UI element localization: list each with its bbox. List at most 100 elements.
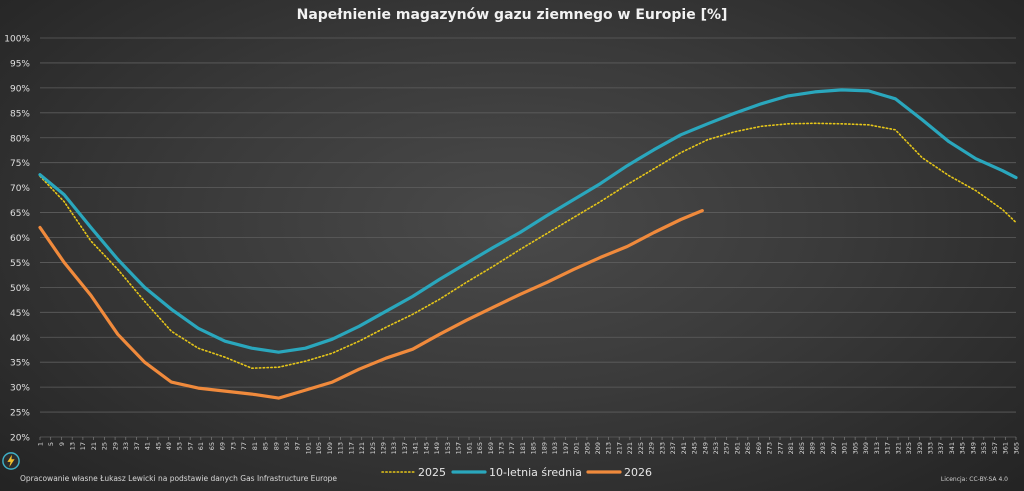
y-tick-label: 55% bbox=[10, 259, 30, 269]
x-tick-label: 117 bbox=[347, 442, 355, 454]
y-tick-label: 25% bbox=[10, 409, 30, 419]
x-tick-label: 345 bbox=[959, 442, 967, 454]
x-tick-label: 237 bbox=[669, 442, 677, 454]
x-tick-label: 337 bbox=[937, 442, 945, 454]
x-tick-label: 313 bbox=[873, 442, 881, 454]
source-note: Opracowanie własne Łukasz Lewicki na pod… bbox=[20, 474, 338, 483]
x-tick-label: 305 bbox=[851, 442, 859, 454]
y-tick-label: 35% bbox=[10, 359, 30, 369]
x-tick-label: 289 bbox=[809, 442, 817, 454]
x-tick-label: 265 bbox=[744, 442, 752, 454]
series-line-3 bbox=[38, 209, 704, 400]
x-tick-label: 277 bbox=[776, 442, 784, 454]
x-tick-label: 113 bbox=[337, 442, 345, 454]
x-tick-label: 209 bbox=[594, 442, 602, 454]
x-tick-label: 217 bbox=[615, 442, 623, 454]
x-tick-label: 341 bbox=[948, 442, 956, 454]
x-tick-label: 17 bbox=[79, 442, 87, 450]
y-tick-label: 70% bbox=[10, 184, 30, 194]
x-tick-label: 365 bbox=[1012, 442, 1020, 454]
x-tick-label: 297 bbox=[830, 442, 838, 454]
series-lines bbox=[38, 88, 1018, 400]
gridlines bbox=[40, 37, 1016, 438]
x-tick-label: 193 bbox=[551, 442, 559, 454]
x-tick-label: 85 bbox=[262, 442, 270, 450]
x-tick-label: 25 bbox=[101, 442, 109, 450]
x-tick-label: 357 bbox=[991, 442, 999, 454]
y-tick-label: 40% bbox=[10, 334, 30, 344]
y-tick-label: 60% bbox=[10, 234, 30, 244]
x-tick-label: 173 bbox=[497, 442, 505, 454]
y-tick-label: 30% bbox=[10, 384, 30, 394]
y-tick-label: 80% bbox=[10, 134, 30, 144]
y-tick-label: 45% bbox=[10, 309, 30, 319]
x-tick-label: 333 bbox=[926, 442, 934, 454]
x-tick-label: 57 bbox=[186, 442, 194, 450]
x-tick-label: 197 bbox=[562, 442, 570, 454]
x-tick-label: 137 bbox=[401, 442, 409, 454]
x-tick-label: 309 bbox=[862, 442, 870, 454]
x-tick-label: 317 bbox=[884, 442, 892, 454]
x-tick-label: 153 bbox=[444, 442, 452, 454]
x-tick-label: 29 bbox=[111, 442, 119, 450]
legend-label-1: 2025 bbox=[418, 466, 446, 479]
x-tick-label: 349 bbox=[969, 442, 977, 454]
x-tick-label: 261 bbox=[733, 442, 741, 454]
x-tick-label: 125 bbox=[369, 442, 377, 454]
x-tick-label: 165 bbox=[476, 442, 484, 454]
x-tick-label: 13 bbox=[68, 442, 76, 450]
author-logo-icon bbox=[2, 452, 20, 470]
x-tick-label: 45 bbox=[154, 442, 162, 450]
x-tick-label: 133 bbox=[390, 442, 398, 454]
x-tick-label: 213 bbox=[605, 442, 613, 454]
legend-label-2: 10-letnia średnia bbox=[489, 466, 582, 479]
x-tick-label: 181 bbox=[519, 442, 527, 454]
x-tick-label: 105 bbox=[315, 442, 323, 454]
x-tick-label: 201 bbox=[573, 442, 581, 454]
y-tick-label: 65% bbox=[10, 209, 30, 219]
y-tick-label: 90% bbox=[10, 84, 30, 94]
series-line-2 bbox=[38, 88, 1018, 354]
x-tick-label: 49 bbox=[165, 442, 173, 450]
x-tick-label: 253 bbox=[712, 442, 720, 454]
x-tick-label: 149 bbox=[433, 442, 441, 454]
x-tick-label: 41 bbox=[144, 442, 152, 450]
x-tick-label: 281 bbox=[787, 442, 795, 454]
x-axis: 1 5 9 13 17 21 25 29 33 37 41 45 49 53 57 61 65 69 73 77 81 8… bbox=[36, 437, 1020, 454]
x-tick-label: 121 bbox=[358, 442, 366, 454]
y-tick-label: 95% bbox=[10, 59, 30, 69]
x-tick-label: 301 bbox=[841, 442, 849, 454]
x-tick-label: 5 bbox=[47, 442, 55, 446]
x-tick-label: 145 bbox=[422, 442, 430, 454]
x-tick-label: 189 bbox=[540, 442, 548, 454]
x-tick-label: 21 bbox=[90, 442, 98, 450]
x-tick-label: 241 bbox=[680, 442, 688, 454]
y-tick-label: 75% bbox=[10, 159, 30, 169]
x-tick-label: 89 bbox=[272, 442, 280, 450]
x-tick-label: 157 bbox=[455, 442, 463, 454]
license-note: Licencja: CC-BY-SA 4.0 bbox=[940, 476, 1008, 483]
legend: 2025 10-letnia średnia 2026 bbox=[381, 466, 652, 479]
x-tick-label: 225 bbox=[637, 442, 645, 454]
x-tick-label: 329 bbox=[916, 442, 924, 454]
x-tick-label: 81 bbox=[251, 442, 259, 450]
x-tick-label: 353 bbox=[980, 442, 988, 454]
y-tick-label: 100% bbox=[4, 35, 30, 45]
x-tick-label: 33 bbox=[122, 442, 130, 450]
y-axis: 20% 25% 30% 35% 40% 45% 50% 55% 60% 65% 70% 75% 80% 8… bbox=[4, 35, 30, 444]
x-tick-label: 73 bbox=[229, 442, 237, 450]
x-tick-label: 61 bbox=[197, 442, 205, 450]
x-tick-label: 129 bbox=[380, 442, 388, 454]
x-tick-label: 245 bbox=[691, 442, 699, 454]
x-tick-label: 77 bbox=[240, 442, 248, 450]
x-tick-label: 161 bbox=[465, 442, 473, 454]
x-tick-label: 141 bbox=[412, 442, 420, 454]
x-tick-label: 65 bbox=[208, 442, 216, 450]
x-tick-label: 169 bbox=[487, 442, 495, 454]
x-tick-label: 221 bbox=[626, 442, 634, 454]
x-tick-label: 285 bbox=[798, 442, 806, 454]
x-tick-label: 185 bbox=[530, 442, 538, 454]
series-line-1 bbox=[39, 122, 1017, 369]
x-tick-label: 257 bbox=[723, 442, 731, 454]
